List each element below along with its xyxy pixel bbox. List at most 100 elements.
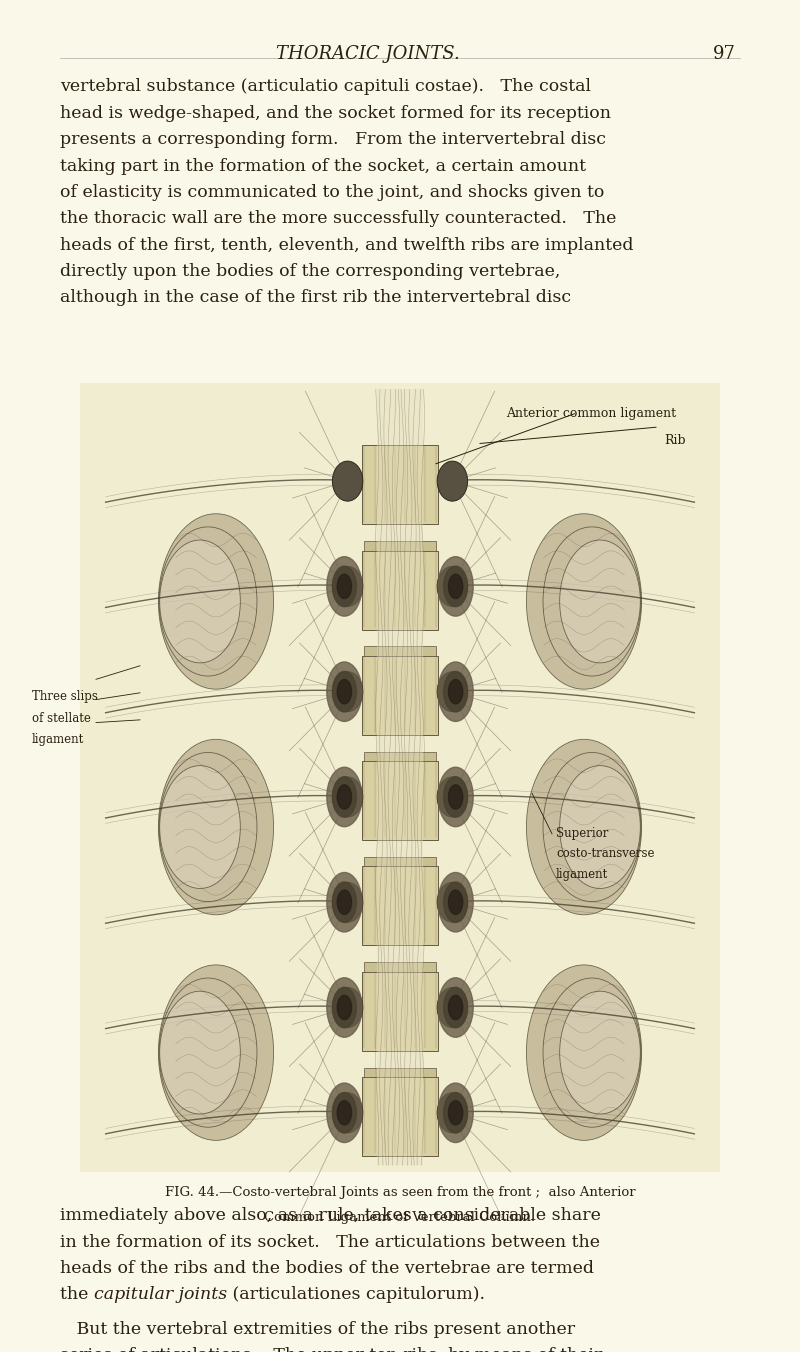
Ellipse shape xyxy=(333,461,363,502)
Circle shape xyxy=(438,977,474,1037)
Text: series of articulations.   The upper ten ribs, by means of their: series of articulations. The upper ten r… xyxy=(60,1347,602,1352)
Text: FIG. 44.—Costo-vertebral Joints as seen from the front ;  also Anterior: FIG. 44.—Costo-vertebral Joints as seen … xyxy=(165,1186,635,1199)
FancyBboxPatch shape xyxy=(80,383,720,1172)
Ellipse shape xyxy=(526,965,642,1140)
Circle shape xyxy=(438,872,474,932)
Text: of elasticity is communicated to the joint, and shocks given to: of elasticity is communicated to the joi… xyxy=(60,184,604,201)
FancyBboxPatch shape xyxy=(362,761,438,840)
Ellipse shape xyxy=(333,777,363,817)
Circle shape xyxy=(443,1092,467,1133)
Ellipse shape xyxy=(160,765,240,888)
Circle shape xyxy=(449,1101,462,1125)
Text: Common Ligament of Vertebral Column.: Common Ligament of Vertebral Column. xyxy=(265,1211,535,1224)
Text: taking part in the formation of the socket, a certain amount: taking part in the formation of the sock… xyxy=(60,157,586,174)
Text: capitular joints: capitular joints xyxy=(94,1287,227,1303)
Ellipse shape xyxy=(437,672,467,711)
Circle shape xyxy=(449,575,462,599)
Text: heads of the first, tenth, eleventh, and twelfth ribs are implanted: heads of the first, tenth, eleventh, and… xyxy=(60,237,634,254)
Circle shape xyxy=(338,784,351,808)
FancyBboxPatch shape xyxy=(362,445,438,525)
Circle shape xyxy=(449,995,462,1019)
Circle shape xyxy=(333,672,357,713)
Text: THORACIC JOINTS.: THORACIC JOINTS. xyxy=(276,45,460,62)
Text: (articulationes capitulorum).: (articulationes capitulorum). xyxy=(227,1287,485,1303)
Circle shape xyxy=(438,557,474,617)
Circle shape xyxy=(326,767,362,826)
Circle shape xyxy=(326,557,362,617)
Circle shape xyxy=(333,987,357,1028)
Text: ligament: ligament xyxy=(32,733,84,746)
Ellipse shape xyxy=(526,740,642,915)
Circle shape xyxy=(333,566,357,607)
Ellipse shape xyxy=(333,1092,363,1133)
Text: 97: 97 xyxy=(713,45,736,62)
Circle shape xyxy=(438,662,474,722)
Circle shape xyxy=(326,977,362,1037)
Ellipse shape xyxy=(158,514,274,690)
FancyBboxPatch shape xyxy=(362,656,438,735)
Circle shape xyxy=(443,566,467,607)
Text: vertebral substance (articulatio capituli costae).   The costal: vertebral substance (articulatio capitul… xyxy=(60,78,591,96)
Ellipse shape xyxy=(333,672,363,711)
Ellipse shape xyxy=(437,1092,467,1133)
Circle shape xyxy=(449,890,462,914)
Circle shape xyxy=(338,1101,351,1125)
Circle shape xyxy=(443,882,467,922)
Text: in the formation of its socket.   The articulations between the: in the formation of its socket. The arti… xyxy=(60,1233,600,1251)
Text: the thoracic wall are the more successfully counteracted.   The: the thoracic wall are the more successfu… xyxy=(60,210,616,227)
FancyBboxPatch shape xyxy=(364,646,436,656)
Ellipse shape xyxy=(158,740,274,915)
Ellipse shape xyxy=(560,539,640,662)
Circle shape xyxy=(438,767,474,826)
Ellipse shape xyxy=(437,883,467,922)
Text: of stellate: of stellate xyxy=(32,711,91,725)
Text: costo-transverse: costo-transverse xyxy=(556,848,654,860)
Circle shape xyxy=(326,1083,362,1142)
Circle shape xyxy=(326,872,362,932)
FancyBboxPatch shape xyxy=(362,550,438,630)
FancyBboxPatch shape xyxy=(364,857,436,867)
Circle shape xyxy=(333,776,357,817)
Circle shape xyxy=(338,890,351,914)
Text: head is wedge-shaped, and the socket formed for its reception: head is wedge-shaped, and the socket for… xyxy=(60,105,611,122)
FancyBboxPatch shape xyxy=(378,389,422,1165)
Ellipse shape xyxy=(333,987,363,1028)
Circle shape xyxy=(438,1083,474,1142)
FancyBboxPatch shape xyxy=(364,541,436,550)
Text: presents a corresponding form.   From the intervertebral disc: presents a corresponding form. From the … xyxy=(60,131,606,149)
Text: immediately above also, as a rule, takes a considerable share: immediately above also, as a rule, takes… xyxy=(60,1207,601,1225)
Circle shape xyxy=(443,987,467,1028)
Text: Three slips: Three slips xyxy=(32,690,98,703)
Ellipse shape xyxy=(437,566,467,607)
Text: ligament: ligament xyxy=(556,868,608,880)
Ellipse shape xyxy=(158,965,274,1140)
Text: But the vertebral extremities of the ribs present another: But the vertebral extremities of the rib… xyxy=(60,1321,575,1337)
Ellipse shape xyxy=(560,765,640,888)
Ellipse shape xyxy=(333,566,363,607)
Circle shape xyxy=(449,784,462,808)
FancyBboxPatch shape xyxy=(362,867,438,945)
Text: heads of the ribs and the bodies of the vertebrae are termed: heads of the ribs and the bodies of the … xyxy=(60,1260,594,1278)
Text: Rib: Rib xyxy=(664,434,686,448)
Ellipse shape xyxy=(159,977,257,1128)
Ellipse shape xyxy=(437,777,467,817)
Ellipse shape xyxy=(526,514,642,690)
Ellipse shape xyxy=(333,883,363,922)
Circle shape xyxy=(338,680,351,704)
Ellipse shape xyxy=(560,991,640,1114)
FancyBboxPatch shape xyxy=(364,1068,436,1078)
Ellipse shape xyxy=(437,461,467,502)
Circle shape xyxy=(443,672,467,713)
Circle shape xyxy=(449,680,462,704)
Text: the: the xyxy=(60,1287,94,1303)
Ellipse shape xyxy=(543,527,641,676)
Circle shape xyxy=(338,995,351,1019)
Ellipse shape xyxy=(159,753,257,902)
Circle shape xyxy=(326,662,362,722)
Ellipse shape xyxy=(437,987,467,1028)
Text: although in the case of the first rib the intervertebral disc: although in the case of the first rib th… xyxy=(60,289,571,307)
FancyBboxPatch shape xyxy=(364,963,436,972)
FancyBboxPatch shape xyxy=(364,752,436,761)
Text: directly upon the bodies of the corresponding vertebrae,: directly upon the bodies of the correspo… xyxy=(60,262,560,280)
Circle shape xyxy=(338,575,351,599)
